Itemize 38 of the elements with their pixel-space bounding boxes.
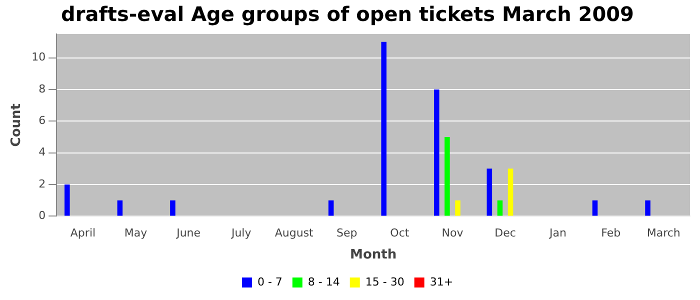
bar bbox=[508, 168, 514, 216]
x-tick-label: June bbox=[176, 226, 201, 240]
y-tick-label: 8 bbox=[38, 82, 46, 96]
legend-label: 31+ bbox=[430, 275, 454, 288]
bar bbox=[645, 200, 650, 216]
chart-title: drafts-eval Age groups of open tickets March 2009 bbox=[61, 2, 634, 26]
y-tick-label: 0 bbox=[38, 209, 46, 222]
bar bbox=[381, 42, 386, 216]
bar bbox=[444, 136, 450, 216]
x-tick-label: May bbox=[124, 226, 148, 240]
x-tick-label: Feb bbox=[601, 226, 621, 240]
x-tick-label: Nov bbox=[442, 226, 464, 240]
legend-label: 0 - 7 bbox=[257, 275, 282, 288]
x-tick-label: August bbox=[274, 226, 314, 240]
bar bbox=[486, 168, 492, 216]
y-tick-label: 4 bbox=[38, 146, 46, 159]
y-tick-label: 10 bbox=[32, 50, 46, 64]
bar bbox=[455, 200, 460, 216]
y-axis-title: Count bbox=[9, 104, 24, 147]
bar bbox=[170, 200, 176, 216]
x-axis-title: Month bbox=[350, 248, 397, 263]
x-tick-label: Jan bbox=[548, 226, 567, 240]
legend-label: 8 - 14 bbox=[308, 275, 340, 288]
x-tick-label: Oct bbox=[390, 226, 410, 240]
x-tick-label: Dec bbox=[494, 226, 516, 240]
bar bbox=[117, 200, 123, 216]
bar bbox=[497, 200, 503, 216]
bar bbox=[592, 200, 598, 216]
y-tick-label: 6 bbox=[38, 114, 46, 127]
bar bbox=[328, 200, 334, 216]
x-tick-label: July bbox=[230, 226, 252, 240]
x-tick-label: March bbox=[646, 226, 680, 240]
bar bbox=[434, 89, 440, 216]
x-tick-label: Sep bbox=[336, 226, 358, 240]
x-tick-label: April bbox=[70, 226, 96, 240]
legend-label: 15 - 30 bbox=[365, 275, 404, 288]
bar bbox=[64, 184, 70, 216]
y-tick-label: 2 bbox=[38, 177, 46, 190]
